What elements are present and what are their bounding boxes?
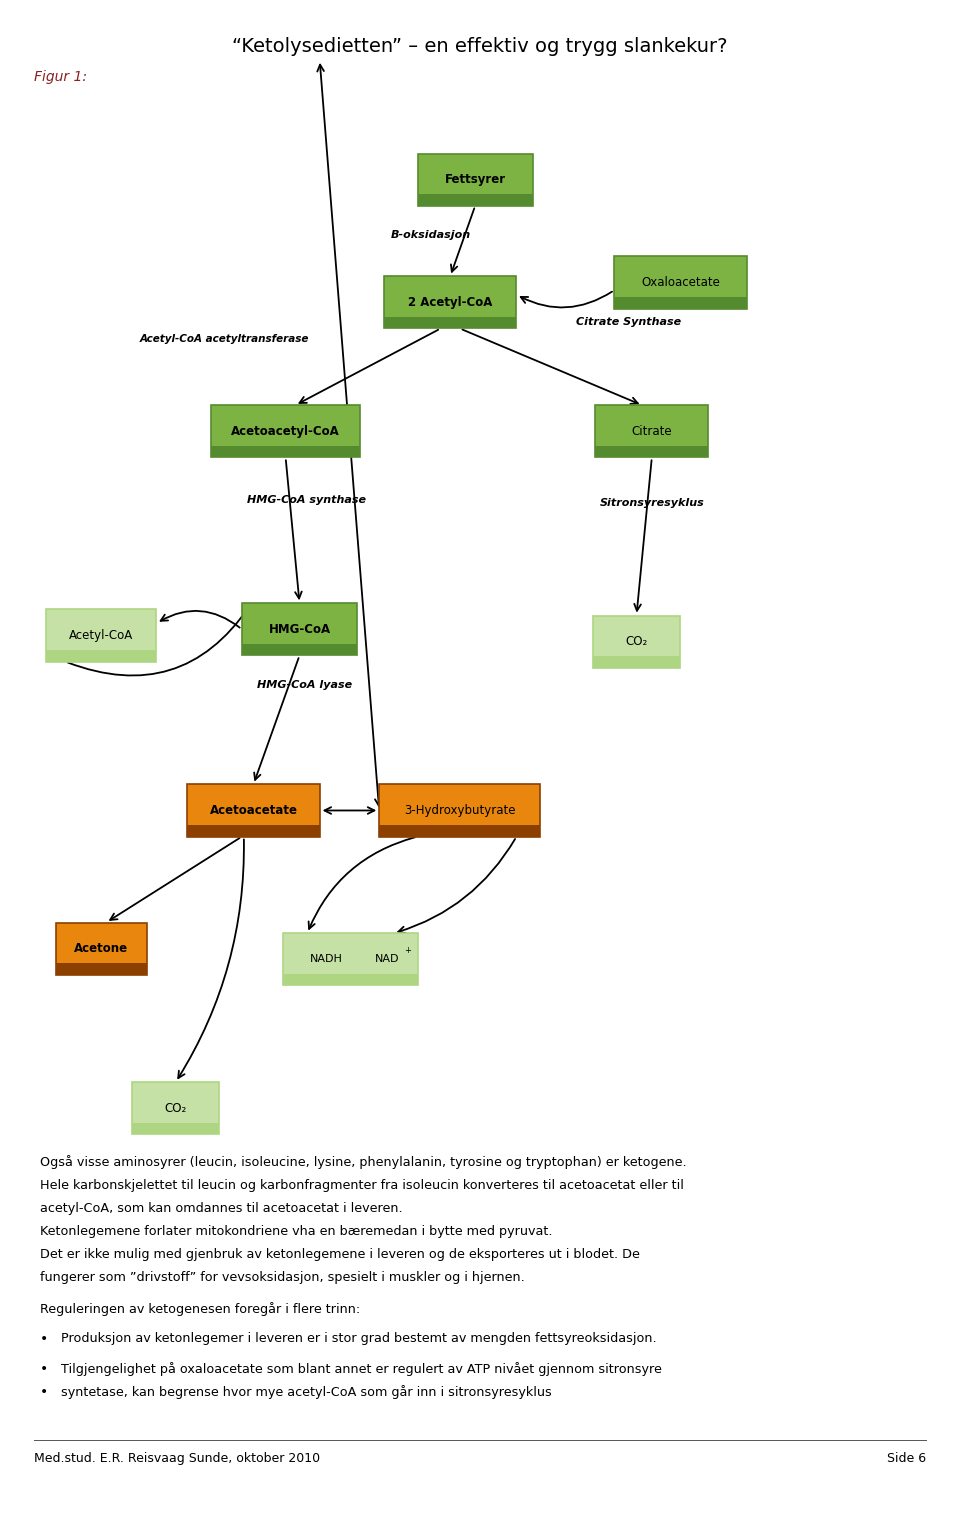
Text: NADH: NADH: [310, 955, 343, 964]
FancyBboxPatch shape: [384, 318, 516, 328]
Text: HMG-CoA synthase: HMG-CoA synthase: [247, 496, 366, 505]
Text: “Ketolysedietten” – en effektiv og trygg slankekur?: “Ketolysedietten” – en effektiv og trygg…: [232, 37, 728, 55]
FancyBboxPatch shape: [379, 784, 540, 837]
Text: acetyl-CoA, som kan omdannes til acetoacetat i leveren.: acetyl-CoA, som kan omdannes til acetoac…: [40, 1202, 403, 1214]
Text: HMG-CoA: HMG-CoA: [269, 623, 330, 635]
FancyBboxPatch shape: [242, 645, 357, 655]
Text: fungerer som ”drivstoff” for vevsoksidasjon, spesielt i muskler og i hjernen.: fungerer som ”drivstoff” for vevsoksidas…: [40, 1271, 525, 1283]
FancyBboxPatch shape: [132, 1082, 219, 1134]
FancyBboxPatch shape: [132, 1124, 219, 1134]
Text: Oxaloacetate: Oxaloacetate: [641, 276, 720, 289]
Text: Ketonlegemene forlater mitokondriene vha en bæremedan i bytte med pyruvat.: Ketonlegemene forlater mitokondriene vha…: [40, 1225, 553, 1237]
Text: NAD: NAD: [374, 955, 399, 964]
Text: Side 6: Side 6: [887, 1452, 926, 1464]
Text: 3-Hydroxybutyrate: 3-Hydroxybutyrate: [404, 804, 516, 817]
Text: Acetone: Acetone: [74, 942, 129, 955]
FancyBboxPatch shape: [46, 609, 156, 662]
Text: Tilgjengelighet på oxaloacetate som blant annet er regulert av ATP nivået gjenno: Tilgjengelighet på oxaloacetate som blan…: [61, 1362, 662, 1377]
Text: Fettsyrer: Fettsyrer: [444, 173, 506, 186]
FancyBboxPatch shape: [595, 447, 708, 457]
Text: Citrate Synthase: Citrate Synthase: [576, 318, 682, 327]
Text: Produksjon av ketonlegemer i leveren er i stor grad bestemt av mengden fettsyreo: Produksjon av ketonlegemer i leveren er …: [61, 1332, 657, 1345]
Text: •: •: [40, 1362, 49, 1377]
FancyBboxPatch shape: [56, 964, 147, 975]
FancyBboxPatch shape: [187, 784, 320, 837]
FancyBboxPatch shape: [595, 405, 708, 457]
Text: syntetase, kan begrense hvor mye acetyl-CoA som går inn i sitronsyresyklus: syntetase, kan begrense hvor mye acetyl-…: [61, 1385, 552, 1400]
Text: Også visse aminosyrer (leucin, isoleucine, lysine, phenylalanin, tyrosine og try: Også visse aminosyrer (leucin, isoleucin…: [40, 1154, 687, 1170]
FancyBboxPatch shape: [593, 657, 680, 668]
Text: Reguleringen av ketogenesen foregår i flere trinn:: Reguleringen av ketogenesen foregår i fl…: [40, 1302, 361, 1317]
Text: •: •: [40, 1331, 49, 1346]
Text: Acetyl-CoA: Acetyl-CoA: [69, 629, 133, 642]
FancyBboxPatch shape: [384, 276, 516, 328]
FancyBboxPatch shape: [379, 826, 540, 837]
Text: Hele karbonskjelettet til leucin og karbonfragmenter fra isoleucin konverteres t: Hele karbonskjelettet til leucin og karb…: [40, 1179, 684, 1191]
FancyBboxPatch shape: [187, 826, 320, 837]
Text: 2 Acetyl-CoA: 2 Acetyl-CoA: [408, 296, 492, 309]
FancyBboxPatch shape: [211, 405, 360, 457]
FancyBboxPatch shape: [614, 256, 747, 309]
FancyBboxPatch shape: [418, 195, 533, 206]
Text: CO₂: CO₂: [625, 635, 648, 648]
Text: Sitronsyresyklus: Sitronsyresyklus: [600, 499, 705, 508]
FancyBboxPatch shape: [46, 651, 156, 662]
FancyBboxPatch shape: [418, 154, 533, 206]
Text: Acetoacetate: Acetoacetate: [209, 804, 298, 817]
Text: HMG-CoA lyase: HMG-CoA lyase: [257, 680, 352, 689]
FancyBboxPatch shape: [56, 923, 147, 975]
Text: Acetyl-CoA acetyltransferase: Acetyl-CoA acetyltransferase: [139, 335, 308, 344]
FancyBboxPatch shape: [211, 447, 360, 457]
Text: B-oksidasjon: B-oksidasjon: [391, 230, 470, 239]
Text: Med.stud. E.R. Reisvaag Sunde, oktober 2010: Med.stud. E.R. Reisvaag Sunde, oktober 2…: [34, 1452, 320, 1464]
Text: Citrate: Citrate: [632, 425, 672, 437]
FancyBboxPatch shape: [283, 975, 418, 985]
Text: Figur 1:: Figur 1:: [34, 69, 86, 84]
FancyBboxPatch shape: [283, 933, 418, 985]
FancyBboxPatch shape: [593, 616, 680, 668]
FancyBboxPatch shape: [614, 298, 747, 309]
Text: •: •: [40, 1385, 49, 1400]
Text: CO₂: CO₂: [164, 1102, 187, 1114]
Text: Det er ikke mulig med gjenbruk av ketonlegemene i leveren og de eksporteres ut i: Det er ikke mulig med gjenbruk av ketonl…: [40, 1248, 640, 1260]
Text: Acetoacetyl-CoA: Acetoacetyl-CoA: [231, 425, 340, 437]
Text: +: +: [404, 946, 412, 955]
FancyBboxPatch shape: [242, 603, 357, 655]
